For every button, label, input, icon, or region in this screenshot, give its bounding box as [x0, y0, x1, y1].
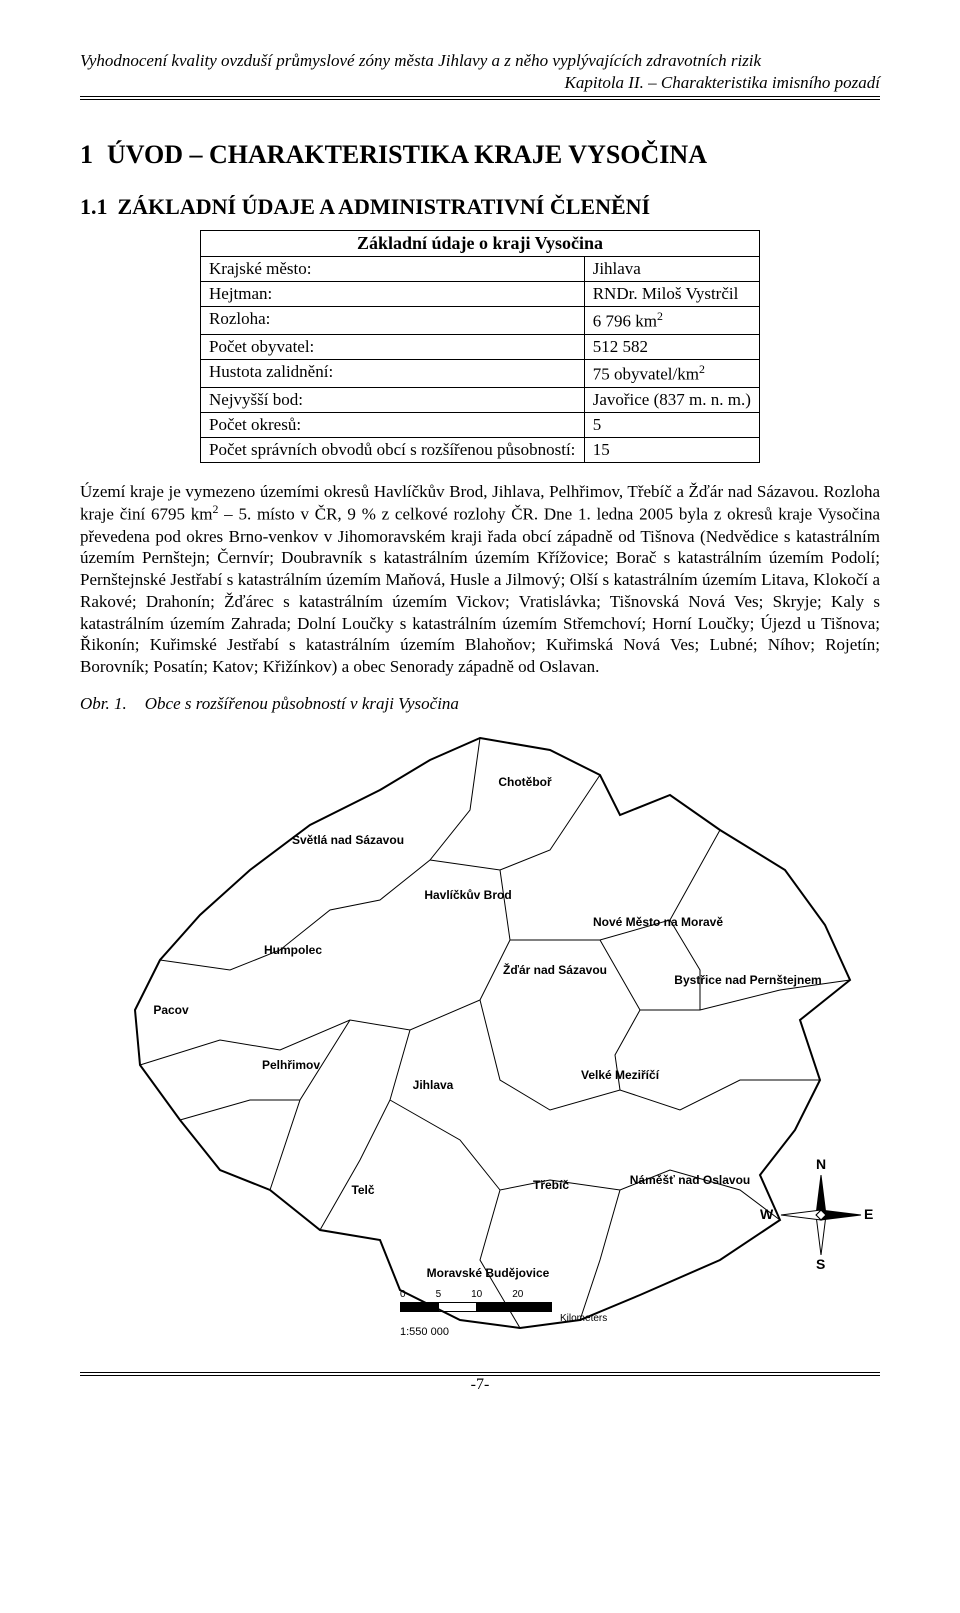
table-value: 5 — [584, 412, 759, 437]
h2-number: 1.1 — [80, 194, 108, 219]
header-title: Vyhodnocení kvality ovzduší průmyslové z… — [80, 50, 880, 72]
table-row: Počet okresů:5 — [201, 412, 760, 437]
scale-tick: 5 — [436, 1289, 442, 1300]
scale-bar: 0 5 10 20 Kilometers 1:550 000 — [400, 1289, 607, 1338]
compass-n: N — [816, 1156, 826, 1172]
info-table: Základní údaje o kraji Vysočina Krajské … — [200, 230, 760, 462]
table-label: Počet správních obvodů obcí s rozšířenou… — [201, 437, 585, 462]
table-row: Nejvyšší bod:Javořice (837 m. n. m.) — [201, 387, 760, 412]
compass-w: W — [760, 1206, 773, 1222]
figure-title: Obce s rozšířenou působností v kraji Vys… — [145, 694, 459, 713]
district-label: Velké Meziříčí — [581, 1068, 659, 1082]
table-value: 512 582 — [584, 334, 759, 359]
table-row: Počet obyvatel:512 582 — [201, 334, 760, 359]
scale-tick: 0 — [400, 1289, 406, 1300]
table-label: Krajské město: — [201, 257, 585, 282]
compass-icon: N E S W — [776, 1170, 866, 1260]
table-label: Počet okresů: — [201, 412, 585, 437]
heading-1: 1 ÚVOD – CHARAKTERISTIKA KRAJE VYSOČINA — [80, 140, 880, 170]
region-outline — [135, 738, 850, 1328]
h2-text: ZÁKLADNÍ ÚDAJE A ADMINISTRATIVNÍ ČLENĚNÍ — [118, 194, 651, 219]
h1-text: ÚVOD – CHARAKTERISTIKA KRAJE VYSOČINA — [107, 140, 707, 169]
table-row: Hustota zalidnění:75 obyvatel/km2 — [201, 359, 760, 387]
compass-s: S — [816, 1256, 825, 1272]
document-page: Vyhodnocení kvality ovzduší průmyslové z… — [0, 0, 960, 1424]
heading-2: 1.1 ZÁKLADNÍ ÚDAJE A ADMINISTRATIVNÍ ČLEN… — [80, 194, 880, 220]
table-row: Hejtman:RNDr. Miloš Vystrčil — [201, 282, 760, 307]
header-rule — [80, 99, 880, 100]
table-row: Krajské město:Jihlava — [201, 257, 760, 282]
page-number: -7- — [467, 1376, 494, 1393]
table-value: RNDr. Miloš Vystrčil — [584, 282, 759, 307]
district-label: Humpolec — [264, 943, 322, 957]
map-svg — [80, 720, 880, 1350]
scale-tick: 20 — [512, 1289, 523, 1300]
figure-number: Obr. 1. — [80, 694, 127, 713]
table-value: Javořice (837 m. n. m.) — [584, 387, 759, 412]
table-label: Nejvyšší bod: — [201, 387, 585, 412]
district-label: Pacov — [153, 1003, 188, 1017]
table-label: Hejtman: — [201, 282, 585, 307]
page-header: Vyhodnocení kvality ovzduší průmyslové z… — [80, 50, 880, 100]
figure-caption: Obr. 1. Obce s rozšířenou působností v kr… — [80, 694, 880, 714]
footer-rule — [80, 1372, 880, 1373]
district-label: Třebíč — [533, 1178, 569, 1192]
table-value: 6 796 km2 — [584, 307, 759, 335]
district-label: Náměšť nad Oslavou — [630, 1173, 750, 1187]
map-figure: Chotěboř Světlá nad Sázavou Havlíčkův Brod… — [80, 720, 880, 1350]
scale-unit: Kilometers — [560, 1313, 607, 1324]
table-value: 15 — [584, 437, 759, 462]
district-label: Moravské Budějovice — [427, 1266, 550, 1280]
district-label: Světlá nad Sázavou — [292, 833, 404, 847]
table-label: Rozloha: — [201, 307, 585, 335]
header-rule — [80, 96, 880, 97]
h1-number: 1 — [80, 140, 93, 169]
district-label: Bystřice nad Pernštejnem — [674, 973, 821, 987]
table-label: Hustota zalidnění: — [201, 359, 585, 387]
district-label: Chotěboř — [498, 775, 551, 789]
district-label: Nové Město na Moravě — [593, 915, 723, 929]
district-label: Havlíčkův Brod — [424, 888, 511, 902]
district-label: Pelhřimov — [262, 1058, 320, 1072]
table-label: Počet obyvatel: — [201, 334, 585, 359]
compass-e: E — [864, 1206, 873, 1222]
scale-ratio: 1:550 000 — [400, 1326, 607, 1338]
district-label: Žďár nad Sázavou — [503, 963, 607, 977]
scale-tick: 10 — [471, 1289, 482, 1300]
district-borders — [140, 738, 850, 1328]
page-footer: -7- — [80, 1372, 880, 1394]
table-value: 75 obyvatel/km2 — [584, 359, 759, 387]
district-label: Telč — [351, 1183, 374, 1197]
header-subtitle: Kapitola II. – Charakteristika imisního … — [80, 72, 880, 94]
table-row: Počet správních obvodů obcí s rozšířenou… — [201, 437, 760, 462]
table-title: Základní údaje o kraji Vysočina — [201, 231, 760, 257]
body-paragraph: Území kraje je vymezeno územími okresů H… — [80, 481, 880, 678]
district-label: Jihlava — [413, 1078, 454, 1092]
table-row: Rozloha:6 796 km2 — [201, 307, 760, 335]
table-value: Jihlava — [584, 257, 759, 282]
